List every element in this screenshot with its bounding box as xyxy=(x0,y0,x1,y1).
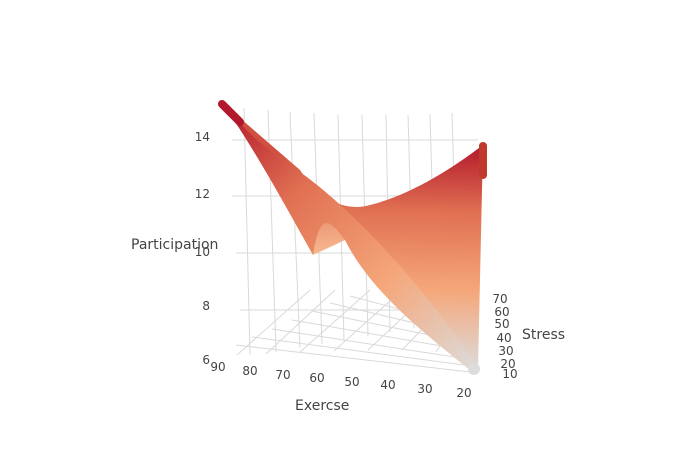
grid-line-floor xyxy=(251,336,473,367)
grid-line-floor xyxy=(299,289,371,353)
grid-line-floor xyxy=(235,344,471,373)
surface-back-face xyxy=(300,145,483,368)
y-tick-label: 40 xyxy=(496,331,511,345)
x-tick-label: 70 xyxy=(275,368,290,382)
x-tick-label: 30 xyxy=(417,382,432,396)
y-axis-title: Stress xyxy=(522,327,565,343)
y-tick-label: 70 xyxy=(492,292,507,306)
x-axis-title: Exercse xyxy=(295,398,349,414)
y-tick-label: 10 xyxy=(502,367,517,381)
x-tick-label: 50 xyxy=(344,375,359,389)
surface-corner-low xyxy=(468,363,480,375)
grid-line-floor xyxy=(271,328,475,361)
x-tick-label: 60 xyxy=(309,371,324,385)
x-tick-label: 90 xyxy=(210,360,225,374)
surface-edge-left xyxy=(218,100,244,126)
x-tick-label: 20 xyxy=(456,386,471,400)
grid-line-floor xyxy=(265,289,336,355)
z-tick-label: 8 xyxy=(202,299,210,313)
x-tick-label: 80 xyxy=(242,364,257,378)
grid-line-vertical xyxy=(289,111,301,349)
y-tick-label: 30 xyxy=(498,344,513,358)
y-tick-label: 60 xyxy=(494,305,509,319)
x-tick-label: 40 xyxy=(380,378,395,392)
z-tick-label: 10 xyxy=(195,245,210,259)
surface xyxy=(218,100,487,375)
z-tick-label: 6 xyxy=(202,353,210,367)
y-tick-label: 50 xyxy=(494,317,509,331)
z-axis-title: Participation xyxy=(131,237,218,253)
y-tick-label: 20 xyxy=(500,357,515,371)
grid-line-vertical xyxy=(243,107,251,356)
surface-front-face xyxy=(223,104,478,370)
grid-line-floor xyxy=(236,289,311,356)
z-tick-label: 14 xyxy=(195,130,210,144)
z-tick-label: 12 xyxy=(195,187,210,201)
grid-line-floor xyxy=(333,291,401,352)
